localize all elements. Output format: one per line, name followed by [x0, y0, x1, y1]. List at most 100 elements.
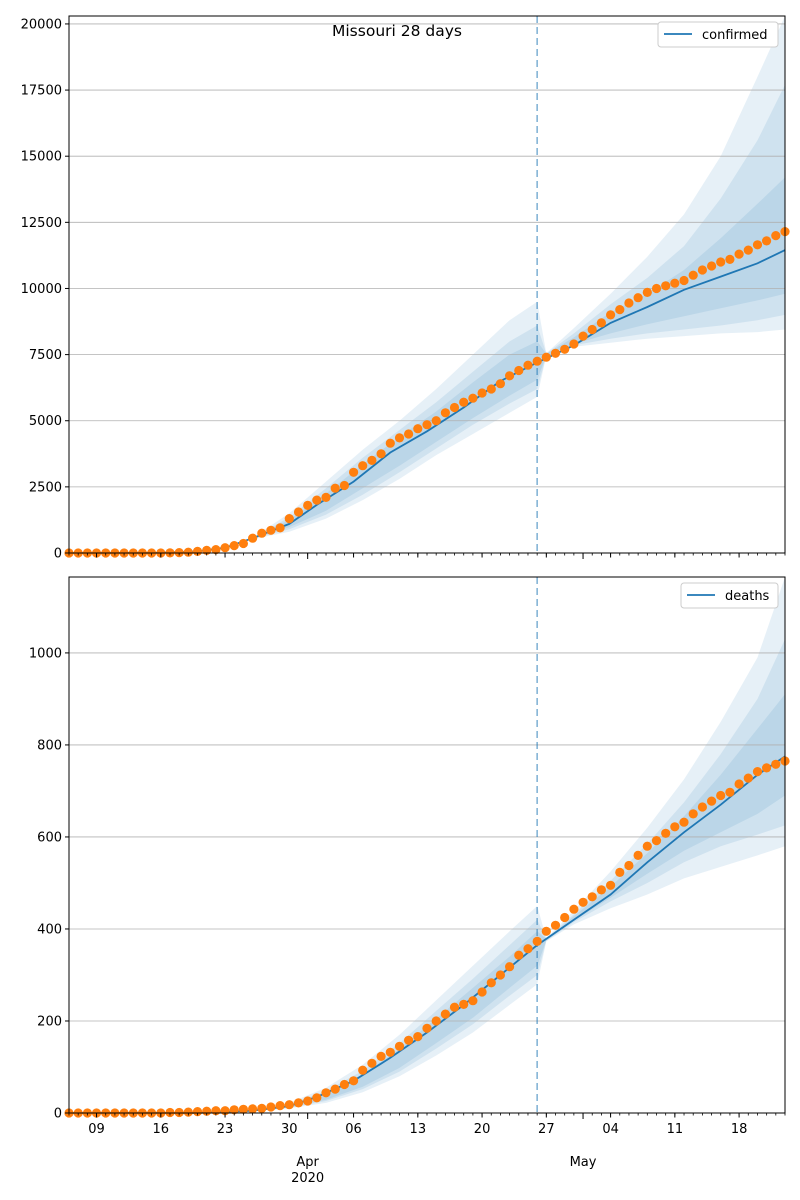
observed-point [183, 547, 193, 557]
observed-point [578, 331, 588, 341]
observed-point [505, 371, 515, 381]
observed-point [514, 365, 524, 376]
observed-point [349, 467, 359, 477]
observed-point [440, 1009, 450, 1019]
observed-point [468, 996, 478, 1006]
observed-point [688, 809, 698, 819]
observed-point [394, 1041, 405, 1051]
observed-point [330, 483, 340, 493]
observed-point [413, 424, 423, 434]
x-tick-label: 23 [217, 1122, 234, 1137]
observed-point [532, 936, 542, 947]
observed-point [367, 455, 377, 465]
deaths-panel: 0 200 400 600 800 1000 09 16 23 30 06 13 20 27 04 11 18… [29, 576, 790, 1186]
observed-point [707, 796, 717, 806]
observed-point [211, 545, 221, 555]
y-tick-label: 5000 [29, 414, 62, 429]
observed-point [303, 1096, 313, 1106]
observed-point [293, 1098, 304, 1108]
x-tick-label: 11 [667, 1122, 684, 1137]
observed-point [523, 944, 533, 954]
observed-point [486, 978, 496, 988]
legend-label: confirmed [702, 28, 768, 43]
y-tick-label: 17500 [21, 84, 62, 99]
observed-point [440, 408, 450, 418]
x-month-label: Apr [296, 1155, 319, 1170]
x-tick-label: 18 [731, 1122, 748, 1137]
observed-point [459, 397, 469, 407]
x-tick-label: 30 [281, 1122, 298, 1137]
observed-point [514, 950, 524, 960]
y-tick-label: 7500 [29, 348, 62, 363]
observed-point [284, 514, 294, 524]
observed-points [64, 756, 790, 1118]
confidence-band [252, 177, 786, 539]
observed-point [349, 1076, 359, 1086]
x-tick-label: 04 [602, 1122, 619, 1137]
observed-point [385, 438, 395, 448]
observed-point [661, 281, 671, 291]
observed-point [697, 802, 708, 812]
observed-point [192, 1107, 203, 1117]
observed-point [661, 828, 671, 838]
observed-point [238, 1104, 248, 1114]
observed-point [697, 265, 708, 275]
observed-point [468, 393, 478, 403]
x-tick-label: 09 [88, 1122, 105, 1137]
observed-point [716, 790, 726, 801]
observed-point [743, 245, 753, 255]
y-tick-label: 0 [54, 1107, 62, 1122]
observed-point [633, 293, 643, 303]
observed-point [752, 240, 763, 250]
observed-point [459, 999, 469, 1010]
y-tick-label: 2500 [29, 480, 62, 495]
observed-point [248, 533, 258, 543]
legend: deaths [680, 582, 779, 609]
y-tick-label: 20000 [21, 17, 62, 32]
observed-point [725, 254, 735, 264]
observed-point [615, 305, 625, 315]
observed-point [266, 1102, 276, 1112]
observed-point [385, 1047, 395, 1057]
observed-point [578, 897, 588, 907]
observed-point [284, 1100, 294, 1110]
legend: confirmed [657, 21, 779, 48]
observed-point [725, 787, 735, 797]
observed-point [257, 528, 267, 538]
y-axis-ticks: 0 200 400 600 800 1000 [29, 646, 69, 1122]
observed-point [752, 767, 763, 777]
observed-point [569, 904, 579, 914]
observed-point [404, 1035, 414, 1045]
legend-box [680, 582, 779, 609]
y-tick-label: 400 [37, 922, 62, 937]
observed-point [587, 892, 597, 902]
observed-point [312, 495, 322, 505]
observed-point [431, 416, 441, 426]
observed-point [679, 275, 689, 286]
observed-point [422, 1023, 432, 1033]
observed-point [303, 500, 313, 510]
observed-point [321, 1088, 331, 1098]
observed-point [449, 402, 460, 413]
observed-point [734, 779, 744, 789]
x-tick-label: 20 [474, 1122, 491, 1137]
observed-point [495, 379, 505, 389]
observed-point [679, 817, 689, 827]
observed-points [64, 227, 790, 558]
confidence-bands [252, 577, 786, 1112]
observed-point [532, 356, 542, 366]
observed-point [431, 1016, 441, 1026]
observed-point [550, 920, 561, 930]
observed-point [413, 1032, 423, 1042]
x-tick-label: 06 [345, 1122, 362, 1137]
observed-point [550, 348, 561, 358]
y-tick-label: 0 [54, 547, 62, 562]
observed-point [257, 1103, 267, 1113]
observed-point [670, 822, 680, 832]
observed-point [505, 962, 515, 972]
observed-point [358, 461, 368, 471]
observed-point [734, 249, 744, 259]
y-tick-label: 15000 [21, 150, 62, 165]
x-tick-label: 16 [153, 1122, 170, 1137]
